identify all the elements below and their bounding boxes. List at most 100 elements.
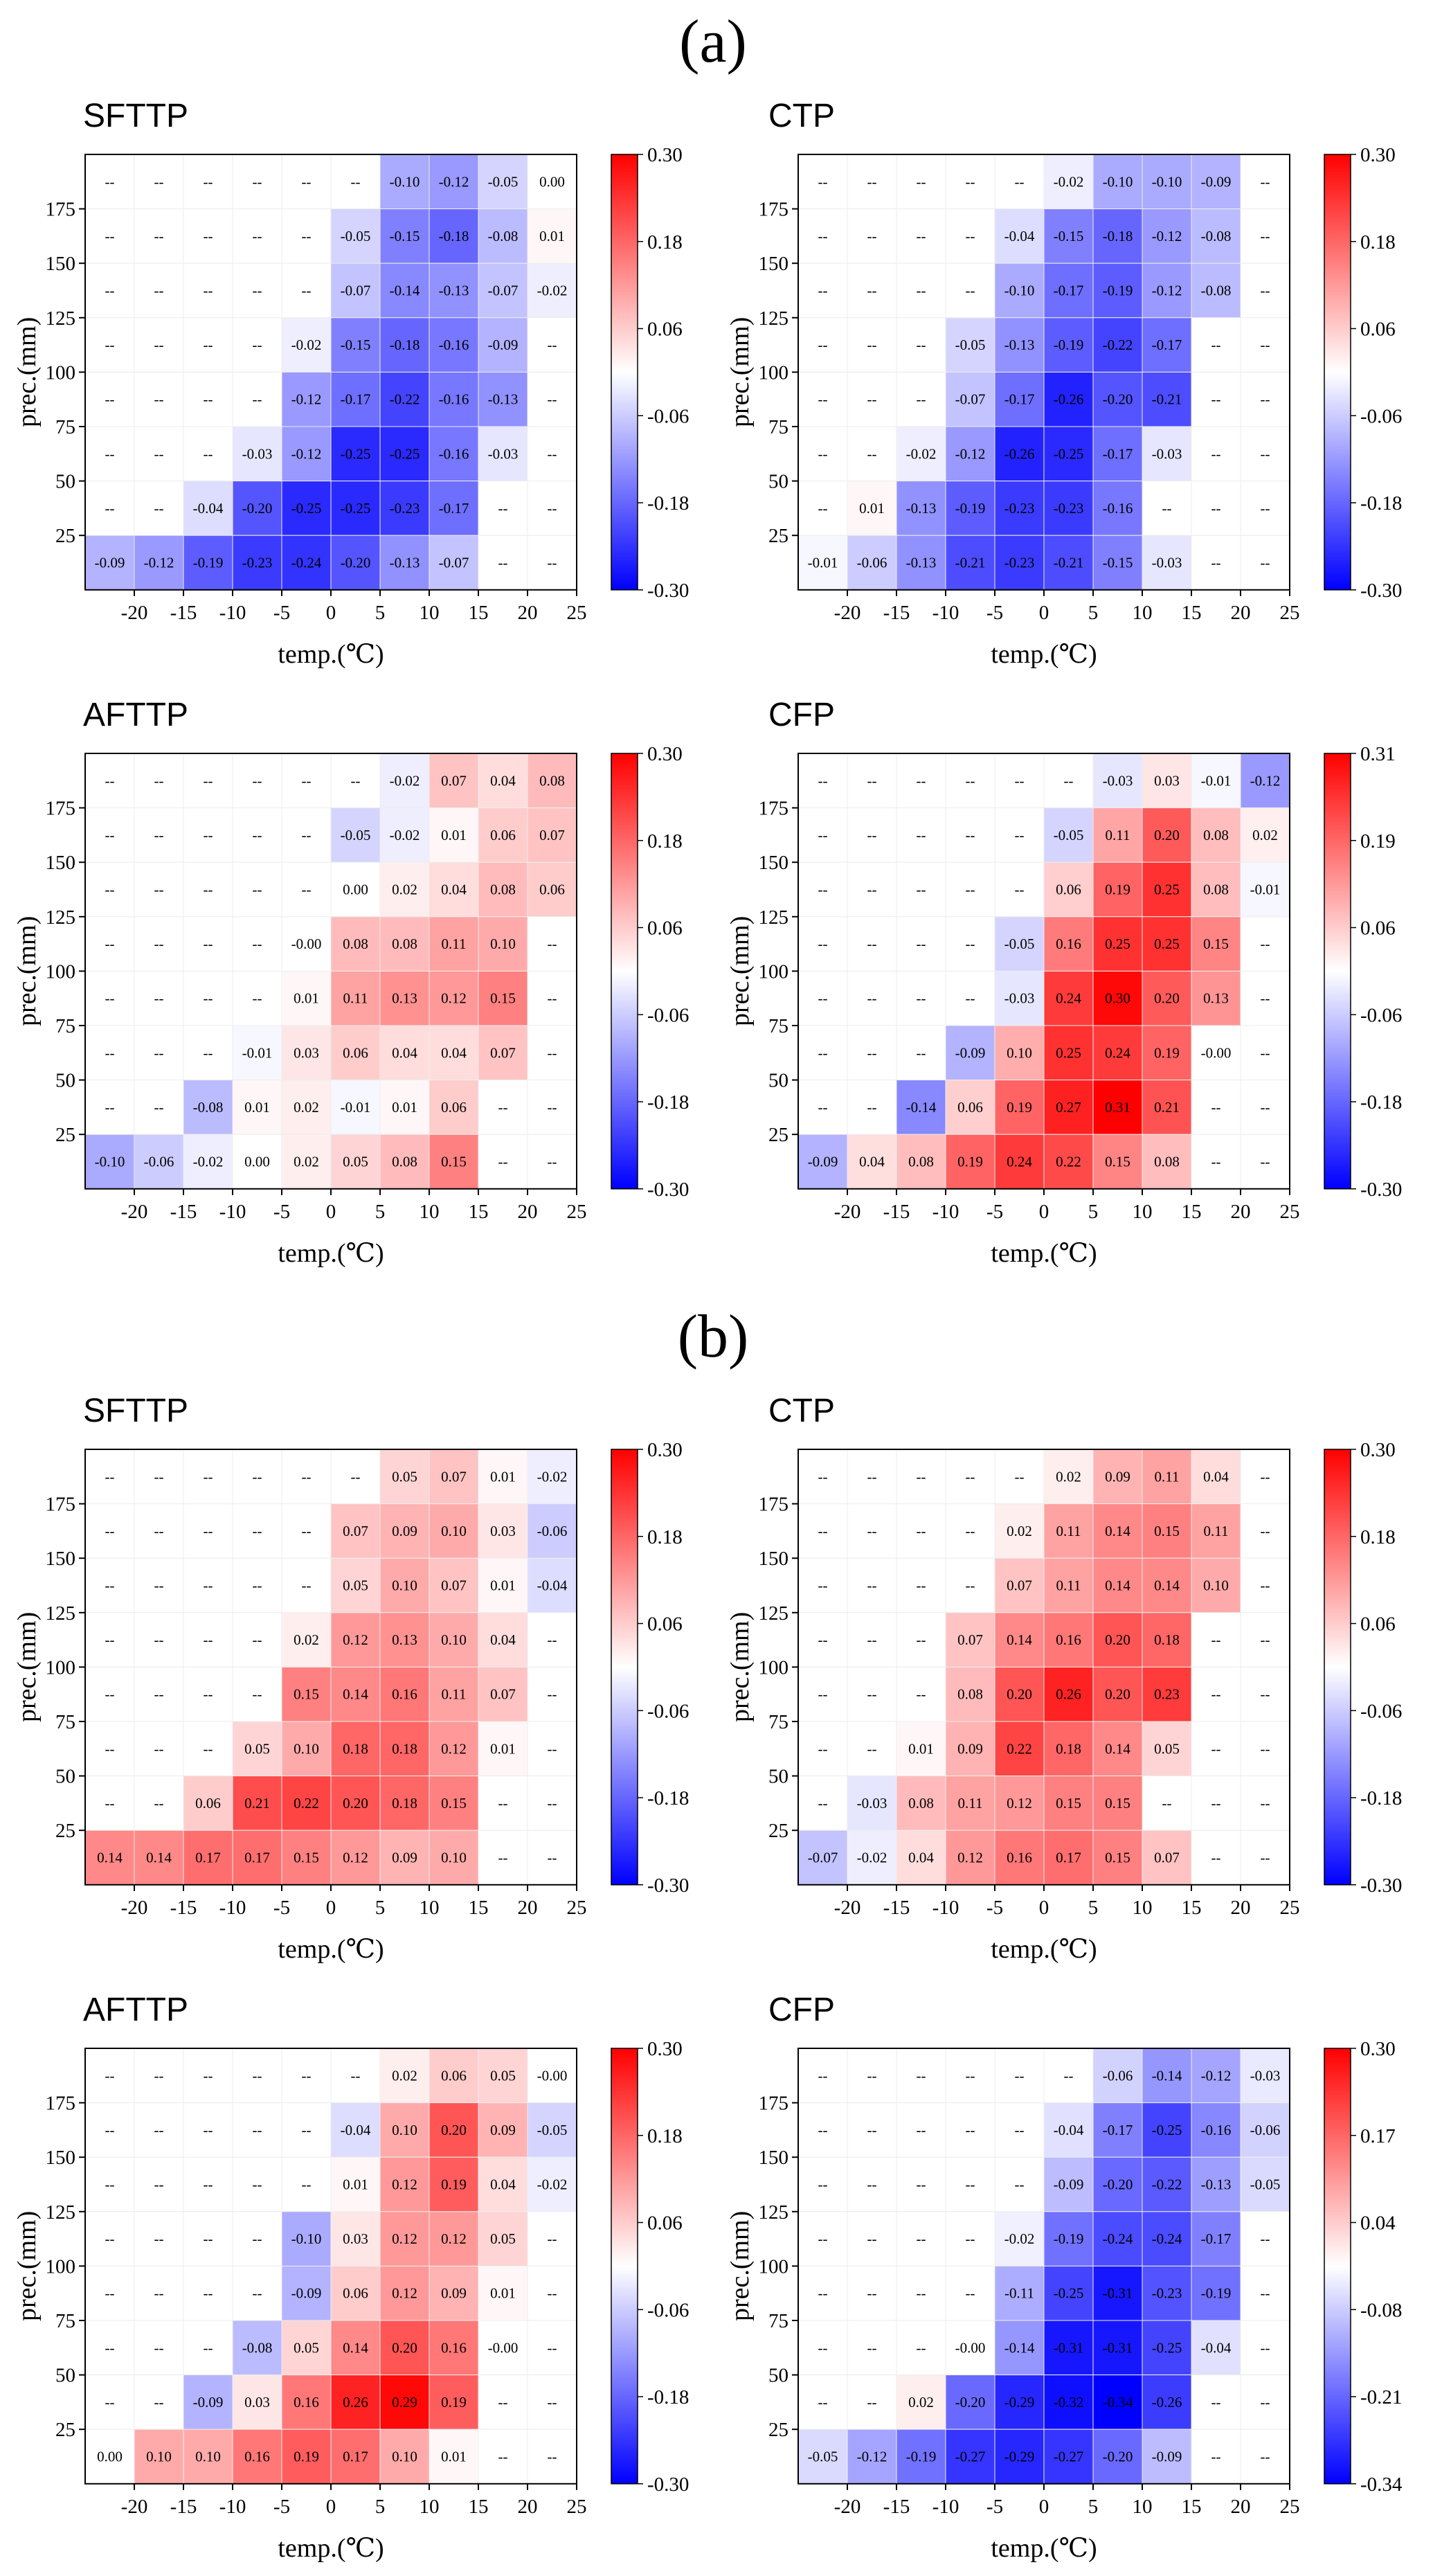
cell-value: -0.05 — [341, 228, 371, 244]
cell-value: -- — [253, 173, 262, 190]
y-tick-label: 175 — [46, 199, 76, 221]
cell-value: 0.03 — [490, 1523, 516, 1539]
colorbar-tick-label: 0.06 — [647, 1613, 683, 1636]
cell-value: 0.19 — [1007, 1099, 1032, 1116]
heatmap-cell — [1043, 1557, 1094, 1613]
cell-value: -- — [105, 936, 115, 952]
heatmap-cell — [896, 1134, 946, 1190]
cell-value: -0.02 — [857, 1850, 887, 1866]
heatmap-cell — [379, 481, 430, 536]
heatmap-cell — [183, 371, 233, 427]
heatmap-svg: -- -- -- -- -- -- 0.02 0.06 0.05 -0.00 -- -- -- -- -- -… — [12, 2038, 689, 2563]
heatmap-cell — [896, 970, 946, 1026]
cell-value: -0.25 — [291, 500, 322, 517]
colorbar-tick-label: -0.21 — [1360, 2386, 1402, 2408]
cell-value: -- — [548, 337, 557, 353]
heatmap-cell — [330, 208, 381, 264]
y-tick-label: 75 — [768, 2310, 788, 2332]
heatmap-cell — [945, 2320, 995, 2376]
cell-value: 0.01 — [441, 827, 467, 843]
heatmap-cell — [994, 970, 1045, 1026]
cell-value: -- — [204, 1686, 213, 1703]
cell-value: -- — [548, 936, 557, 952]
heatmap-cell — [84, 1449, 135, 1505]
y-tick-label: 75 — [768, 416, 788, 438]
heatmap-cell — [847, 1080, 897, 1135]
heatmap-cell — [994, 208, 1045, 264]
cell-value: -- — [302, 2067, 312, 2084]
cell-value: 0.08 — [1203, 882, 1229, 898]
cell-value: 0.10 — [392, 1577, 417, 1594]
heatmap-cell — [1191, 2320, 1241, 2376]
x-tick-label: 5 — [375, 1897, 386, 1919]
heatmap-cell — [1043, 1503, 1094, 1559]
cell-value: -- — [105, 1099, 115, 1116]
cell-value: -0.13 — [488, 391, 519, 408]
cell-value: -0.15 — [1103, 555, 1133, 571]
cell-value: 0.07 — [441, 772, 467, 789]
cell-value: 0.07 — [343, 1523, 368, 1539]
heatmap-cell — [1240, 1557, 1290, 1613]
cell-value: -- — [818, 2122, 828, 2138]
cell-value: 0.09 — [1105, 1468, 1130, 1485]
heatmap-cell — [478, 1557, 528, 1613]
heatmap-svg: -- -- -- -- -- -0.02 -0.10 -0.10 -0.09 -- -- -- -- --… — [725, 144, 1402, 669]
heatmap-cell — [478, 317, 528, 373]
cell-value: -- — [105, 500, 115, 517]
cell-value: -0.17 — [341, 391, 371, 408]
cell-value: 0.22 — [1056, 1154, 1081, 1170]
cell-value: -- — [548, 2339, 557, 2356]
cell-value: 0.14 — [1105, 1523, 1130, 1539]
x-tick-label: 15 — [469, 1897, 489, 1919]
cell-value: -- — [204, 2176, 213, 2193]
cell-value: 0.11 — [1056, 1577, 1081, 1594]
cell-value: -0.06 — [144, 1154, 174, 1170]
cell-value: 0.04 — [859, 1154, 885, 1170]
cell-value: 0.12 — [1007, 1795, 1032, 1812]
cell-value: -- — [253, 1577, 262, 1594]
heatmap-cell — [330, 916, 381, 972]
cell-value: -0.22 — [1152, 2176, 1182, 2193]
cell-value: -- — [351, 1468, 361, 1485]
heatmap-cell — [527, 1776, 577, 1831]
colorbar-tick-label: 0.04 — [1360, 2212, 1396, 2235]
cell-value: -- — [917, 228, 926, 244]
colorbar-tick-label: -0.30 — [647, 1179, 689, 1201]
y-tick-label: 25 — [55, 525, 75, 547]
x-tick-label: -5 — [986, 1897, 1003, 1919]
cell-value: -- — [302, 283, 312, 299]
cell-value: -- — [498, 555, 508, 571]
x-tick-label: 5 — [375, 1201, 386, 1223]
heatmap-cell — [183, 1612, 233, 1667]
heatmap-cell — [478, 1080, 528, 1135]
cell-value: 0.12 — [343, 1631, 368, 1648]
cell-value: -- — [548, 2230, 557, 2247]
cell-value: -- — [1211, 337, 1221, 353]
heatmap-cell — [183, 970, 233, 1026]
colorbar — [1324, 2048, 1351, 2485]
cell-value: -- — [253, 2122, 262, 2138]
heatmap-cell — [1142, 1557, 1192, 1613]
cell-value: -- — [204, 1468, 213, 1485]
cell-value: -0.11 — [1004, 2285, 1034, 2302]
cell-value: -- — [1211, 1631, 1221, 1648]
y-tick-label: 150 — [759, 253, 789, 275]
cell-value: -0.08 — [1201, 228, 1232, 244]
cell-value: 0.06 — [490, 827, 516, 843]
y-tick-label: 75 — [768, 1711, 788, 1733]
x-tick-label: 10 — [1133, 2496, 1153, 2518]
cell-value: -0.00 — [291, 936, 322, 952]
heatmap-cell — [994, 753, 1045, 809]
heatmap-cell — [232, 1449, 282, 1505]
y-tick-label: 50 — [55, 2365, 75, 2387]
x-tick-label: 10 — [420, 1201, 440, 1223]
cell-value: -- — [105, 1468, 115, 1485]
heatmap-cell — [478, 1449, 528, 1505]
x-tick-label: 25 — [567, 602, 587, 624]
heatmap-cell — [1240, 861, 1290, 918]
heatmap-cell — [232, 861, 282, 918]
cell-value: -- — [154, 2230, 164, 2247]
cell-value: -- — [105, 2067, 115, 2084]
cell-value: -- — [105, 1740, 115, 1757]
cell-value: -- — [253, 391, 262, 408]
